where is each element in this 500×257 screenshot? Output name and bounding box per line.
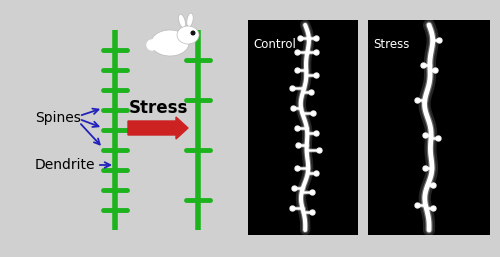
Ellipse shape [177,26,199,44]
Bar [368,20,490,235]
Text: Control: Control [253,38,296,51]
Ellipse shape [187,13,193,27]
Ellipse shape [178,14,186,28]
Text: Spines: Spines [35,111,81,125]
FancyArrow shape [128,117,188,139]
Text: Dendrite: Dendrite [35,158,96,172]
Circle shape [191,31,195,35]
Text: Stress: Stress [373,38,410,51]
Bar [248,20,358,235]
Text: Stress: Stress [128,99,188,117]
Ellipse shape [151,30,189,56]
Circle shape [147,40,157,50]
